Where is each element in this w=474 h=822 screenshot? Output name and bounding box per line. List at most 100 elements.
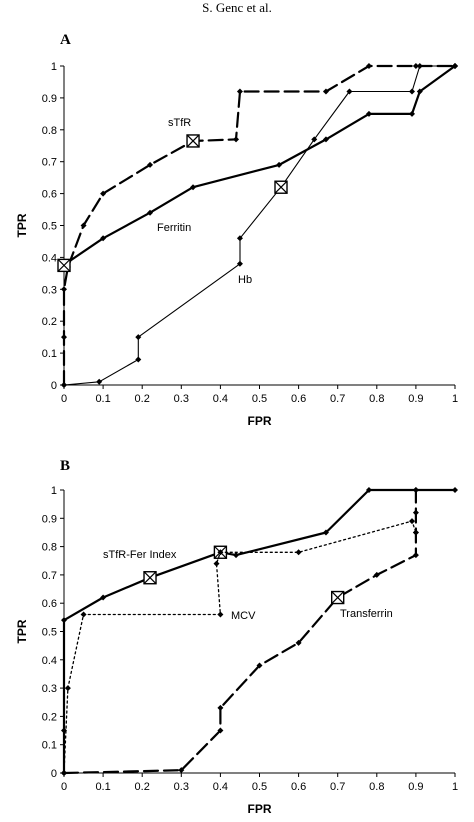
data-point: [452, 63, 458, 69]
data-point: [147, 161, 154, 168]
x-tick-label: 0.7: [330, 393, 345, 405]
data-point: [322, 136, 329, 143]
x-tick-label: 0.5: [252, 393, 267, 405]
data-point: [236, 88, 243, 95]
cutoff-marker: [274, 180, 288, 194]
data-point: [408, 110, 415, 117]
data-point: [100, 235, 107, 242]
data-point: [190, 184, 197, 191]
series-stfr: sTfR: [61, 63, 458, 388]
data-point: [236, 260, 243, 267]
data-point: [373, 571, 380, 578]
panel-a-chart: A 0 0.1 0.2 0.3 0.4 0.5 0.6 0.7 0.8 0.9 1 0 0.1 0.2 0.3…: [15, 32, 458, 428]
y-tick-label: 0.7: [42, 157, 57, 169]
y-tick-label: 0.8: [42, 542, 57, 554]
data-point: [217, 704, 224, 711]
data-point: [217, 549, 224, 556]
series-label-hb: Hb: [238, 274, 252, 286]
x-tick-label: 0.8: [369, 393, 384, 405]
x-tick-label: 0.9: [408, 393, 423, 405]
data-point: [295, 549, 302, 556]
data-point: [213, 560, 220, 567]
y-tick-label: 0.3: [42, 683, 57, 695]
data-point: [233, 552, 240, 559]
y-tick-label: 0: [51, 380, 57, 392]
data-point: [365, 63, 372, 69]
data-point: [412, 63, 419, 69]
panel-letter: A: [60, 32, 71, 48]
data-point: [295, 639, 302, 646]
panel-b-chart: B 0 0.1 0.2 0.3 0.4 0.5 0.6 0.7 0.8 0.9 1 0 0.1 0.2 0.3…: [15, 458, 458, 816]
x-tick-label: 0.7: [330, 781, 345, 793]
x-tick-label: 0.2: [135, 781, 150, 793]
data-point: [80, 222, 87, 229]
series-label-ferritin: Ferritin: [157, 222, 191, 234]
x-tick-label: 0.9: [408, 781, 423, 793]
cutoff-marker: [143, 571, 157, 585]
data-point: [96, 378, 103, 385]
data-point: [408, 518, 415, 525]
x-tick-label: 1: [452, 393, 458, 405]
page-header: S. Genc et al.: [202, 0, 272, 15]
x-tick-label: 0.4: [213, 393, 228, 405]
y-tick-label: 0.6: [42, 189, 57, 201]
x-tick-label: 0.5: [252, 781, 267, 793]
data-point: [233, 136, 240, 143]
x-tick-label: 0.4: [213, 781, 228, 793]
data-point: [135, 334, 142, 341]
y-tick-label: 0.4: [42, 252, 57, 264]
data-point: [412, 529, 419, 536]
series-line-stfr: [62, 64, 457, 387]
data-point: [178, 767, 185, 774]
data-point: [100, 190, 107, 197]
y-tick-label: 0.9: [42, 93, 57, 105]
y-tick-label: 0.5: [42, 627, 57, 639]
y-axis-title: TPR: [15, 213, 29, 237]
y-tick-label: 0.6: [42, 598, 57, 610]
data-point: [217, 611, 224, 618]
series-stfr-fer-index: sTfR-Fer Index: [61, 487, 458, 776]
x-tick-label: 1: [452, 781, 458, 793]
data-point: [236, 235, 243, 242]
data-point: [61, 334, 67, 341]
data-point: [147, 209, 154, 216]
y-tick-label: 0.9: [42, 513, 57, 525]
series-transferrin: Transferrin: [61, 487, 419, 776]
data-point: [80, 611, 87, 618]
cutoff-marker: [57, 258, 71, 273]
x-tick-label: 0: [61, 781, 67, 793]
series-label-stfr-fer-index: sTfR-Fer Index: [103, 549, 177, 561]
y-tick-label: 0: [51, 768, 57, 780]
y-tick-label: 0.1: [42, 348, 57, 360]
y-axis-title: TPR: [15, 619, 29, 643]
series-label-stfr: sTfR: [168, 117, 191, 129]
data-point: [322, 88, 329, 95]
x-tick-label: 0.2: [135, 393, 150, 405]
y-tick-label: 0.8: [42, 125, 57, 137]
data-point: [322, 529, 329, 536]
y-tick-label: 0.2: [42, 711, 57, 723]
data-point: [61, 770, 67, 776]
data-point: [100, 594, 107, 601]
series-hb: Hb: [61, 63, 458, 388]
data-point: [61, 286, 67, 293]
data-point: [365, 110, 372, 117]
data-point: [61, 382, 67, 388]
x-tick-label: 0: [61, 393, 67, 405]
y-tick-label: 0.1: [42, 740, 57, 752]
data-point: [365, 487, 372, 493]
y-tick-label: 1: [51, 61, 57, 73]
data-point: [311, 136, 318, 143]
data-point: [276, 161, 283, 168]
data-point: [135, 356, 142, 363]
y-tick-label: 0.7: [42, 570, 57, 582]
series-ferritin: Ferritin: [57, 63, 458, 273]
series-line-hb: [63, 65, 456, 386]
x-tick-label: 0.8: [369, 781, 384, 793]
y-tick-label: 0.4: [42, 655, 57, 667]
data-point: [346, 88, 353, 95]
series-label-mcv: MCV: [231, 610, 256, 622]
data-point: [412, 509, 419, 516]
x-tick-label: 0.1: [95, 393, 110, 405]
x-tick-label: 0.3: [174, 393, 189, 405]
